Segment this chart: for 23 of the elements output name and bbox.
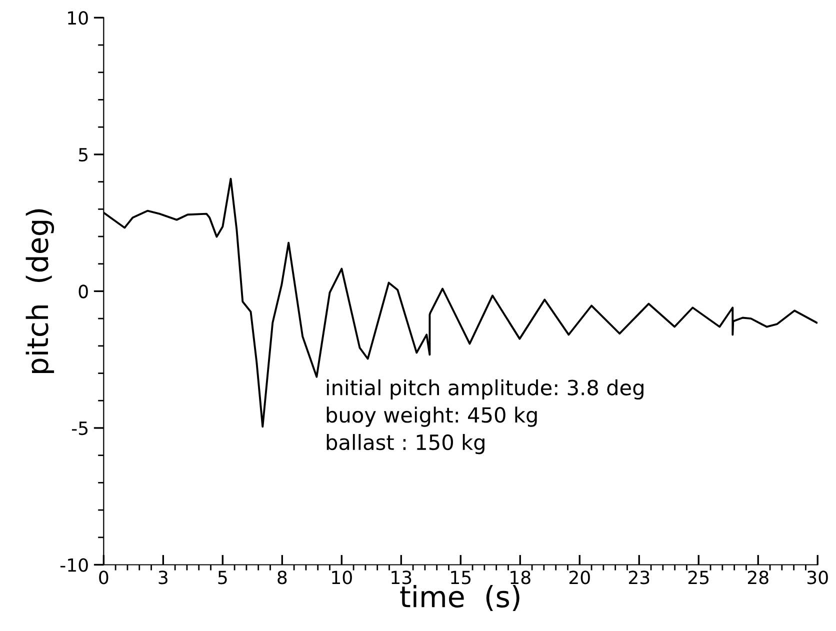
x-tick-label: 18 xyxy=(510,570,530,584)
y-tick-label: -5 xyxy=(72,422,88,436)
x-axis-title: time (s) xyxy=(400,584,520,612)
x-tick-label: 5 xyxy=(218,570,227,584)
x-tick-label: 23 xyxy=(628,570,650,584)
x-tick-label: 0 xyxy=(99,570,108,584)
annotation: buoy weight: 450 kg xyxy=(326,406,537,427)
x-tick-label: 10 xyxy=(332,570,352,584)
x-tick-label: 20 xyxy=(569,570,590,584)
x-tick-label: 3 xyxy=(158,570,168,584)
y-tick-label: 0 xyxy=(78,284,88,298)
x-tick-label: 25 xyxy=(688,570,709,584)
y-tick-label: 10 xyxy=(68,11,88,25)
x-tick-label: 15 xyxy=(451,570,471,584)
annotation: ballast : 150 kg xyxy=(326,434,484,454)
y-tick-label: -10 xyxy=(60,558,88,572)
annotation: initial pitch amplitude: 3.8 deg xyxy=(326,379,644,400)
y-axis-title: pitch (deg) xyxy=(26,209,54,373)
x-tick-label: 13 xyxy=(392,570,412,584)
y-tick-label: 5 xyxy=(78,148,88,162)
x-tick-label: 30 xyxy=(807,570,828,584)
x-tick-label: 8 xyxy=(278,570,287,584)
x-tick-label: 28 xyxy=(748,570,768,584)
